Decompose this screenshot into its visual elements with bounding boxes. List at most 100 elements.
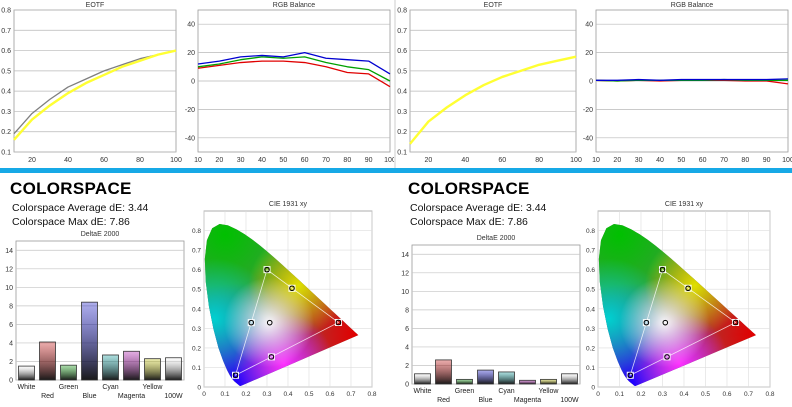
x-tick-label: 20 (613, 157, 621, 164)
y-tick-label: 0.4 (397, 89, 407, 96)
x-tick-label: 60 (301, 157, 309, 164)
target-marker (232, 371, 239, 379)
chart-title: RGB Balance (273, 2, 316, 9)
y-tick-label: 0.5 (192, 287, 201, 294)
colorspace-average-de-left: Colorspace Average dE: 3.44 (12, 202, 149, 214)
y-tick-label: 4 (405, 344, 409, 351)
x-tick-label: 60 (498, 157, 506, 164)
gamut-triangle (629, 269, 737, 377)
y-tick-label: 0.8 (1, 8, 11, 15)
colorspace-average-de-right: Colorspace Average dE: 3.44 (410, 202, 547, 214)
y-tick-label: 0 (591, 385, 595, 392)
measured-marker (335, 319, 342, 326)
y-tick-label: 0.8 (397, 8, 407, 15)
target-marker (659, 266, 666, 274)
colorspace-max-de-right: Colorspace Max dE: 7.86 (410, 216, 528, 228)
y-tick-label: 0.2 (1, 129, 11, 136)
y-tick-label: 0.8 (586, 228, 595, 235)
chart-title: DeltaE 2000 (81, 231, 120, 238)
category-label: 100W (560, 397, 579, 404)
series-line-1 (197, 56, 391, 82)
series-line-measured (409, 55, 577, 145)
series-line-2 (197, 51, 391, 75)
bar-yellow (540, 378, 557, 385)
category-label: Red (437, 397, 450, 404)
x-tick-label: 0.5 (701, 391, 710, 398)
target-marker (732, 318, 740, 326)
y-tick-label: 6 (405, 326, 409, 333)
x-tick-label: 100 (570, 157, 582, 164)
category-label: Magenta (514, 397, 541, 404)
x-tick-label: 60 (699, 157, 707, 164)
measured-marker (264, 266, 270, 273)
y-tick-label: 12 (401, 270, 409, 277)
bar-green (60, 364, 77, 381)
target-marker (288, 284, 296, 292)
x-tick-label: 0 (202, 391, 206, 398)
bar-100w (165, 357, 182, 381)
x-tick-label: 80 (741, 157, 749, 164)
category-label: White (18, 384, 36, 391)
y-tick-label: 0.1 (586, 365, 595, 372)
y-tick-label: 0.3 (1, 109, 11, 116)
x-tick-label: 30 (635, 157, 643, 164)
y-tick-label: 0.1 (192, 365, 201, 372)
y-tick-label: 14 (401, 252, 409, 259)
bar-magenta (123, 350, 140, 381)
x-tick-label: 80 (136, 157, 144, 164)
x-tick-label: 50 (677, 157, 685, 164)
x-tick-label: 100 (782, 157, 792, 164)
y-tick-label: 0.3 (192, 326, 201, 333)
category-label: Red (41, 393, 54, 400)
y-tick-label: 0.7 (192, 248, 201, 255)
bar-red (39, 341, 56, 381)
category-label: 100W (164, 393, 183, 400)
bar-green (456, 378, 473, 385)
chart-title: CIE 1931 xy (269, 201, 308, 208)
eotf-chart-left: EOTF 0.1 0.2 0.3 0.4 0.5 0.6 0.7 0.8 20 40 60 80 100 (1, 2, 182, 164)
measured-marker (659, 266, 666, 273)
target-marker (263, 266, 271, 274)
x-tick-label: 40 (656, 157, 664, 164)
measured-marker (266, 319, 273, 326)
bar-red (435, 359, 452, 385)
measured-marker (664, 354, 670, 360)
category-label: Green (59, 384, 79, 391)
cie-chart-left: CIE 1931 xy 0 0.1 0.2 0.3 0.4 0.5 0.6 0.7 0.8 0 0.1… (192, 201, 377, 398)
y-tick-label: 12 (5, 266, 13, 273)
x-tick-label: 20 (425, 157, 433, 164)
y-tick-label: -20 (185, 107, 195, 114)
bar-blue (81, 301, 98, 381)
y-tick-label: 0.6 (1, 48, 11, 55)
x-tick-label: 0.3 (262, 391, 271, 398)
chart-title: EOTF (484, 2, 503, 9)
x-tick-label: 0.3 (658, 391, 667, 398)
y-tick-label: 0.2 (586, 345, 595, 352)
y-tick-label: 0 (589, 79, 593, 86)
measured-marker (268, 354, 275, 360)
target-marker (663, 353, 671, 361)
x-tick-label: 0.2 (636, 391, 645, 398)
x-tick-label: 0.4 (679, 391, 688, 398)
x-tick-label: 100 (384, 157, 394, 164)
measured-marker (662, 319, 669, 326)
y-tick-label: 20 (187, 50, 195, 57)
y-tick-label: 0 (9, 378, 13, 385)
measured-marker (627, 372, 634, 379)
y-tick-label: 2 (9, 359, 13, 366)
bar-cyan (102, 354, 119, 381)
x-tick-label: 10 (592, 157, 600, 164)
y-tick-label: 0.6 (586, 267, 595, 274)
x-tick-label: 0.6 (722, 391, 731, 398)
measured-marker (248, 319, 255, 326)
category-label: White (414, 388, 432, 395)
x-tick-label: 90 (365, 157, 373, 164)
series-line-measured (13, 49, 177, 141)
gamut-triangle (234, 269, 340, 377)
measured-marker (685, 285, 691, 292)
x-tick-label: 30 (237, 157, 245, 164)
eotf-chart-right: EOTF 0.1 0.2 0.3 0.4 0.5 0.6 0.7 0.8 20 40 60 80 100 (397, 2, 582, 164)
bar-white (414, 373, 431, 385)
